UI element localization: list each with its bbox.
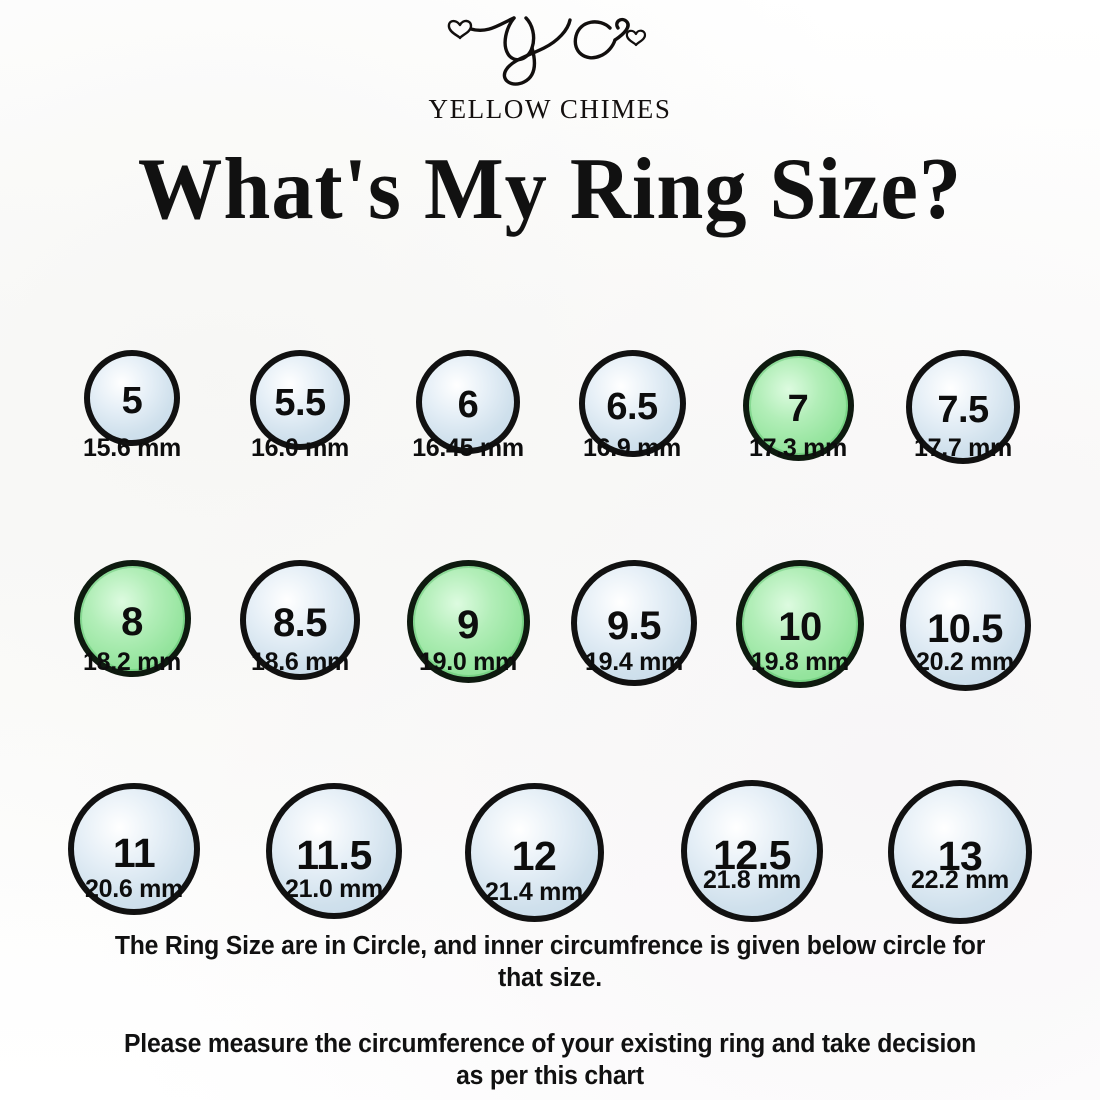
ring-size-number: 10 (778, 605, 822, 650)
ring-circumference-label: 21.8 mm (703, 866, 801, 894)
ring-size-grid: 5 15.6 mm 5.5 16.0 mm 6 16.45 mm 6.5 16.9 mm 7 17… (0, 288, 1100, 924)
ring-size-number: 12 (511, 833, 557, 880)
ring-circumference-label: 19.8 mm (751, 648, 849, 676)
ring-circle-11[interactable]: 11 (68, 783, 200, 915)
ring-circle-10-5[interactable]: 10.5 (899, 560, 1031, 691)
ring-circle-13[interactable]: 13 (888, 780, 1032, 924)
ring-circle-5[interactable]: 5 (84, 350, 180, 446)
ring-circumference-label: 21.0 mm (285, 875, 383, 903)
ring-circle-6-5[interactable]: 6.5 (578, 350, 686, 457)
ring-circumference-label: 20.2 mm (916, 648, 1014, 676)
note-text-2: Please measure the circumference of your… (123, 1030, 977, 1090)
ring-circumference-label: 18.2 mm (83, 648, 181, 676)
ring-circumference-label: 15.6 mm (83, 434, 181, 462)
ring-circumference-label: 20.6 mm (85, 875, 183, 903)
ring-circumference-label: 17.3 mm (749, 434, 847, 462)
ring-circumference-label: 21.4 mm (485, 878, 583, 906)
ring-circle-7-5[interactable]: 7.5 (906, 350, 1020, 464)
brand-name: YELLOW CHIMES (428, 94, 672, 124)
ring-circumference-label: 16.0 mm (251, 434, 349, 462)
ring-size-number: 7 (787, 387, 809, 430)
ring-size-number: 11.5 (296, 831, 372, 878)
ring-circumference-label: 16.45 mm (412, 434, 524, 462)
ring-circumference-label: 18.6 mm (251, 648, 349, 676)
brand-header: YELLOW CHIMES (0, 4, 1100, 125)
ring-size-number: 9.5 (606, 604, 662, 649)
ring-circle-11-5[interactable]: 11.5 (266, 783, 402, 919)
note-text-1: The Ring Size are in Circle, and inner c… (114, 932, 986, 992)
ring-circumference-label: 16.9 mm (583, 434, 681, 462)
page-title: What's My Ring Size? (137, 141, 963, 238)
ring-circle-8[interactable]: 8 (73, 560, 191, 677)
ring-circle-12[interactable]: 12 (464, 783, 604, 922)
ring-size-number: 13 (937, 832, 983, 879)
ring-size-number: 6.5 (606, 385, 658, 428)
ring-size-number: 6 (457, 384, 479, 427)
ring-circle-7[interactable]: 7 (742, 350, 854, 461)
ring-size-number: 12.5 (713, 831, 791, 878)
ring-circumference-label: 17.7 mm (914, 434, 1012, 462)
note-measure-instruction: Please measure the circumference of your… (0, 1028, 1100, 1092)
ring-size-number: 5 (121, 380, 143, 423)
ring-circumference-label: 19.0 mm (419, 648, 517, 676)
ring-circumference-label: 19.4 mm (585, 648, 683, 676)
ring-circle-6[interactable]: 6 (416, 350, 520, 454)
ring-size-number: 8 (121, 599, 143, 644)
ring-size-number: 11 (112, 829, 156, 876)
ring-size-number: 9 (457, 602, 479, 647)
note-circle-explanation: The Ring Size are in Circle, and inner c… (0, 930, 1100, 994)
ring-circle-8-5[interactable]: 8.5 (240, 560, 360, 680)
ring-circle-5-5[interactable]: 5.5 (250, 350, 350, 450)
ring-size-number: 5.5 (274, 382, 326, 425)
ring-circumference-label: 22.2 mm (911, 866, 1009, 894)
ring-size-number: 10.5 (927, 606, 1003, 651)
ring-circle-10[interactable]: 10 (736, 560, 864, 688)
ring-size-number: 7.5 (937, 389, 989, 432)
ring-circle-9[interactable]: 9 (406, 560, 530, 683)
ring-size-number: 8.5 (272, 601, 328, 646)
ring-circle-12-5[interactable]: 12.5 (681, 780, 823, 922)
yc-script-monogram-icon (0, 4, 1100, 90)
ring-circle-9-5[interactable]: 9.5 (571, 560, 697, 686)
